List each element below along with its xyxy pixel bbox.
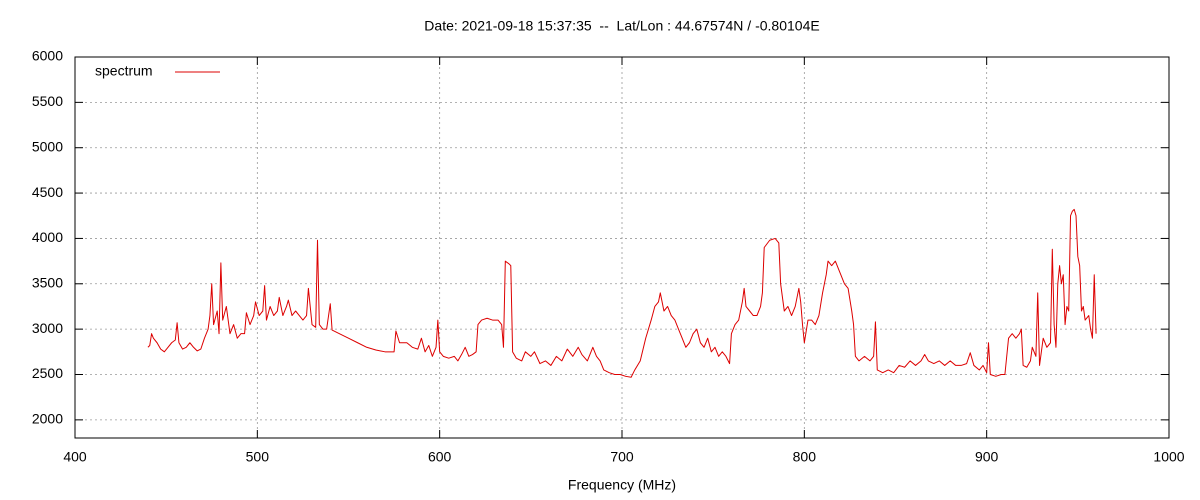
y-tick-label: 2000: [32, 411, 63, 427]
y-tick-label: 5500: [32, 93, 63, 109]
x-tick-label: 600: [428, 449, 452, 465]
x-tick-label: 500: [246, 449, 270, 465]
x-tick-label: 700: [610, 449, 634, 465]
y-tick-label: 5000: [32, 138, 63, 154]
y-tick-label: 3000: [32, 320, 63, 336]
y-tick-label: 6000: [32, 48, 63, 64]
y-tick-label: 2500: [32, 365, 63, 381]
y-tick-label: 4500: [32, 184, 63, 200]
x-tick-label: 900: [975, 449, 999, 465]
x-tick-label: 800: [793, 449, 817, 465]
legend-label: spectrum: [95, 63, 153, 79]
x-tick-label: 400: [63, 449, 87, 465]
y-tick-label: 3500: [32, 274, 63, 290]
x-axis-label: Frequency (MHz): [568, 477, 676, 493]
plot-border: [74, 56, 1170, 439]
y-tick-label: 4000: [32, 229, 63, 245]
x-tick-label: 1000: [1153, 449, 1184, 465]
chart-title: Date: 2021-09-18 15:37:35 -- Lat/Lon : 4…: [424, 18, 819, 34]
data-line: [147, 208, 1097, 378]
